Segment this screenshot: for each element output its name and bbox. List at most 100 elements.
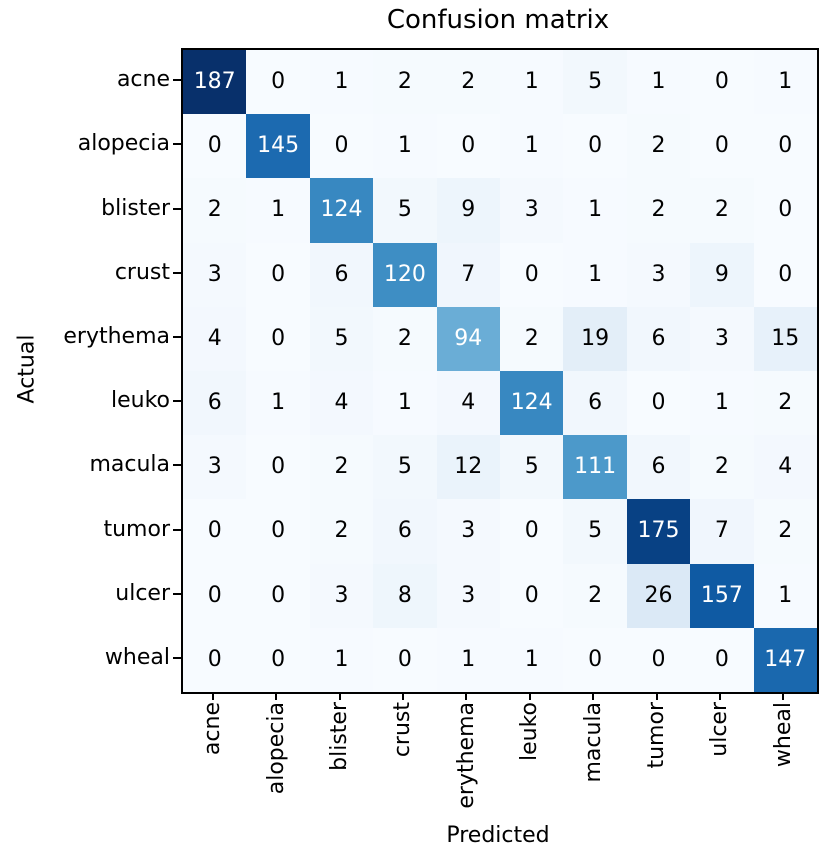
x-tick-label-ulcer: ulcer bbox=[705, 702, 735, 757]
y-tick bbox=[173, 143, 181, 146]
x-tick-label-acne: acne bbox=[198, 702, 228, 755]
matrix-cell-wheal-crust: 0 bbox=[373, 627, 437, 692]
y-tick-label-blister: blister bbox=[101, 195, 170, 221]
y-tick-label-crust: crust bbox=[114, 259, 170, 285]
matrix-cell-acne-leuko: 1 bbox=[500, 50, 564, 115]
matrix-cell-macula-macula: 111 bbox=[563, 435, 627, 500]
matrix-cell-acne-ulcer: 0 bbox=[690, 50, 754, 115]
matrix-cell-erythema-leuko: 2 bbox=[500, 306, 564, 371]
matrix-cell-blister-alopecia: 1 bbox=[246, 178, 310, 243]
matrix-cell-leuko-alopecia: 1 bbox=[246, 370, 310, 436]
y-tick-label-ulcer: ulcer bbox=[115, 580, 170, 606]
matrix-cell-acne-acne: 187 bbox=[183, 50, 247, 115]
matrix-cell-alopecia-ulcer: 0 bbox=[690, 114, 754, 179]
matrix-cell-wheal-acne: 0 bbox=[183, 627, 247, 692]
matrix-cell-macula-blister: 2 bbox=[309, 435, 374, 500]
matrix-cell-ulcer-macula: 2 bbox=[563, 563, 627, 628]
matrix-cell-tumor-wheal: 2 bbox=[753, 499, 817, 564]
matrix-cell-tumor-ulcer: 7 bbox=[690, 499, 754, 564]
matrix-cell-blister-tumor: 2 bbox=[626, 178, 691, 243]
matrix-cell-alopecia-acne: 0 bbox=[183, 114, 247, 179]
matrix-cell-ulcer-crust: 8 bbox=[373, 563, 437, 628]
matrix-cell-wheal-ulcer: 0 bbox=[690, 627, 754, 692]
matrix-cell-wheal-leuko: 1 bbox=[500, 627, 564, 692]
matrix-cell-crust-leuko: 0 bbox=[500, 242, 564, 307]
matrix-cell-crust-crust: 120 bbox=[373, 242, 437, 307]
matrix-cell-ulcer-acne: 0 bbox=[183, 563, 247, 628]
matrix-cell-blister-macula: 1 bbox=[563, 178, 627, 243]
y-tick-label-leuko: leuko bbox=[110, 388, 170, 414]
matrix-cell-leuko-wheal: 2 bbox=[753, 370, 817, 436]
x-tick-label-text: leuko bbox=[517, 702, 543, 762]
matrix-cell-blister-erythema: 9 bbox=[436, 178, 500, 243]
matrix-cell-tumor-erythema: 3 bbox=[436, 499, 500, 564]
matrix-cell-leuko-ulcer: 1 bbox=[690, 370, 754, 436]
chart-title: Confusion matrix bbox=[386, 5, 610, 35]
y-tick bbox=[173, 79, 181, 82]
matrix-cell-macula-leuko: 5 bbox=[500, 435, 564, 500]
matrix-cell-crust-tumor: 3 bbox=[626, 242, 691, 307]
matrix-cell-acne-crust: 2 bbox=[373, 50, 437, 115]
x-tick bbox=[782, 692, 785, 700]
matrix-cell-macula-tumor: 6 bbox=[626, 435, 691, 500]
y-axis-label: Actual bbox=[14, 334, 40, 404]
matrix-cell-acne-macula: 5 bbox=[563, 50, 627, 115]
x-tick-label-wheal: wheal bbox=[768, 702, 798, 767]
x-tick bbox=[401, 692, 404, 700]
y-tick-label-tumor: tumor bbox=[103, 516, 170, 542]
matrix-cell-erythema-crust: 2 bbox=[373, 306, 437, 371]
x-tick bbox=[338, 692, 341, 700]
matrix-cell-tumor-blister: 2 bbox=[309, 499, 374, 564]
matrix-cell-leuko-macula: 6 bbox=[563, 370, 627, 436]
matrix-cell-tumor-alopecia: 0 bbox=[246, 499, 310, 564]
y-tick bbox=[173, 400, 181, 403]
x-tick-label-blister: blister bbox=[325, 702, 355, 771]
matrix-cell-ulcer-wheal: 1 bbox=[753, 563, 817, 628]
x-tick-label-leuko: leuko bbox=[515, 702, 545, 761]
y-tick bbox=[173, 207, 181, 210]
matrix-cell-leuko-blister: 4 bbox=[309, 370, 374, 436]
x-tick-label-text: ulcer bbox=[707, 702, 733, 757]
matrix-cell-blister-leuko: 3 bbox=[500, 178, 564, 243]
matrix-cell-crust-alopecia: 0 bbox=[246, 242, 310, 307]
matrix-cell-acne-blister: 1 bbox=[309, 50, 374, 115]
x-tick-label-tumor: tumor bbox=[642, 702, 672, 769]
matrix-cell-wheal-erythema: 1 bbox=[436, 627, 500, 692]
matrix-cell-leuko-leuko: 124 bbox=[500, 370, 564, 436]
matrix-cell-wheal-alopecia: 0 bbox=[246, 627, 310, 692]
matrix-cell-alopecia-macula: 0 bbox=[563, 114, 627, 179]
matrix-cell-erythema-ulcer: 3 bbox=[690, 306, 754, 371]
x-tick bbox=[275, 692, 278, 700]
matrix-cell-alopecia-erythema: 0 bbox=[436, 114, 500, 179]
x-tick-label-text: macula bbox=[580, 702, 606, 783]
matrix-cell-ulcer-alopecia: 0 bbox=[246, 563, 310, 628]
matrix-cell-crust-macula: 1 bbox=[563, 242, 627, 307]
matrix-cell-erythema-erythema: 94 bbox=[436, 306, 500, 371]
matrix-cell-macula-wheal: 4 bbox=[753, 435, 817, 500]
matrix-cell-leuko-tumor: 0 bbox=[626, 370, 691, 436]
x-axis-label: Predicted bbox=[446, 823, 550, 848]
matrix-cell-alopecia-wheal: 0 bbox=[753, 114, 817, 179]
matrix-cell-acne-erythema: 2 bbox=[436, 50, 500, 115]
heatmap-plot-area: 187 0 1 2 2 1 5 1 0 1 0 145 0 1 0 1 0 2 0 0 2 1 124 5 9 3 1 2 2 0 3 0 6 1… bbox=[181, 48, 819, 694]
y-tick-label-wheal: wheal bbox=[104, 644, 170, 670]
x-tick bbox=[655, 692, 658, 700]
x-tick-label-crust: crust bbox=[388, 702, 418, 757]
matrix-cell-crust-wheal: 0 bbox=[753, 242, 817, 307]
matrix-cell-acne-wheal: 1 bbox=[753, 50, 817, 115]
y-tick bbox=[173, 464, 181, 467]
matrix-cell-blister-blister: 124 bbox=[309, 178, 374, 243]
x-tick bbox=[528, 692, 531, 700]
y-tick bbox=[173, 271, 181, 274]
y-tick bbox=[173, 656, 181, 659]
matrix-cell-wheal-tumor: 0 bbox=[626, 627, 691, 692]
matrix-cell-blister-acne: 2 bbox=[183, 178, 247, 243]
matrix-cell-leuko-erythema: 4 bbox=[436, 370, 500, 436]
matrix-cell-leuko-acne: 6 bbox=[183, 370, 247, 436]
matrix-cell-macula-ulcer: 2 bbox=[690, 435, 754, 500]
x-tick-label-macula: macula bbox=[578, 702, 608, 783]
x-tick bbox=[211, 692, 214, 700]
matrix-cell-erythema-acne: 4 bbox=[183, 306, 247, 371]
matrix-cell-erythema-wheal: 15 bbox=[753, 306, 817, 371]
matrix-cell-tumor-tumor: 175 bbox=[626, 499, 691, 564]
